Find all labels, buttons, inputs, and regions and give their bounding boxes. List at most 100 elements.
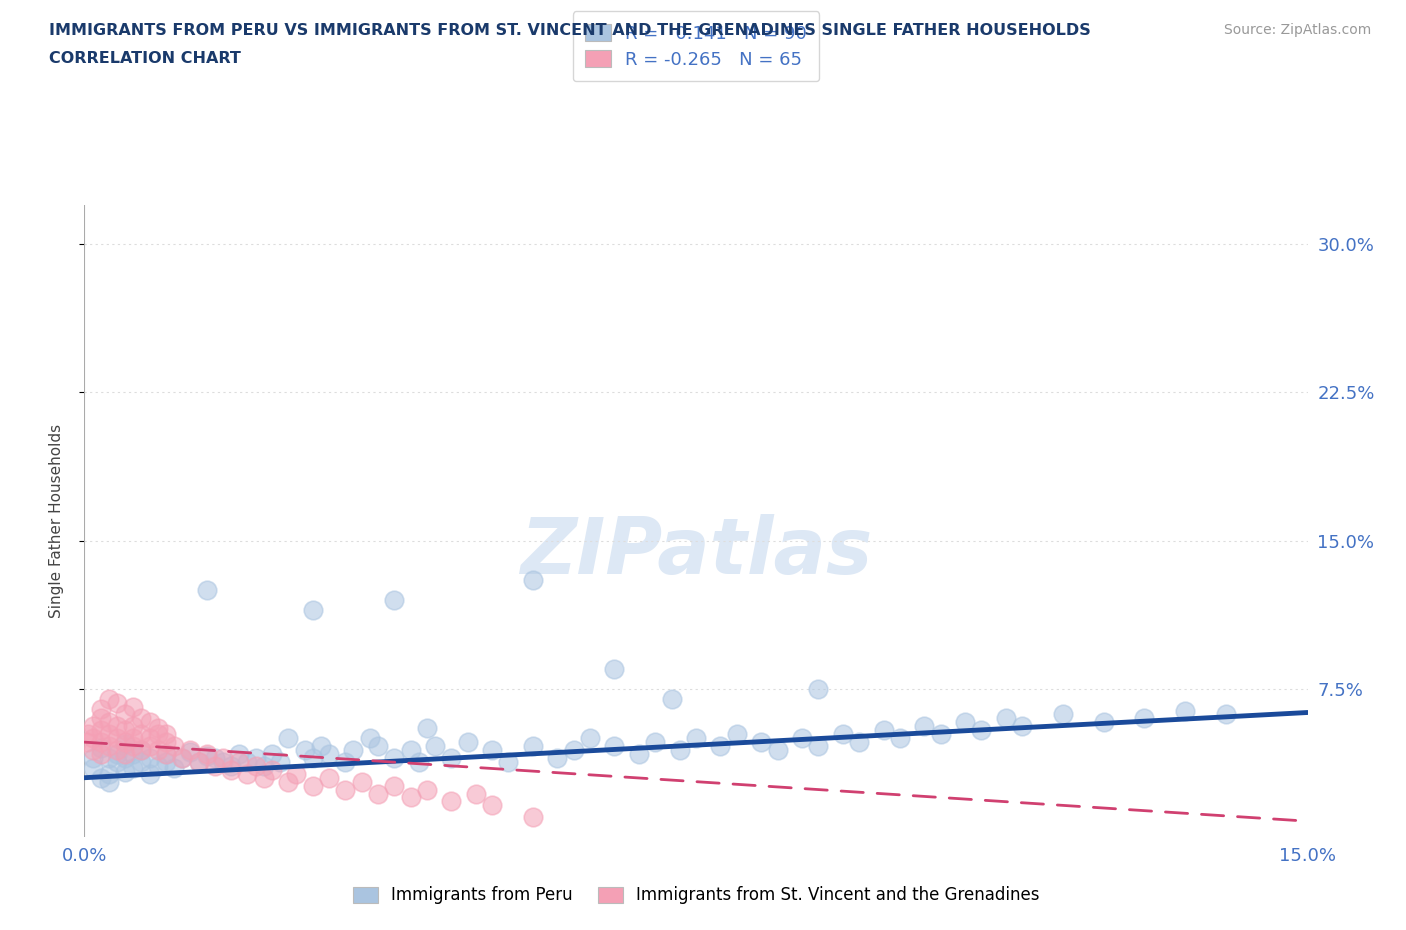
Point — [114, 707, 136, 722]
Point — [301, 603, 323, 618]
Point — [1092, 715, 1115, 730]
Point — [994, 711, 1017, 726]
Point — [77, 727, 100, 742]
Point — [408, 754, 430, 769]
Point — [114, 737, 136, 751]
Point — [195, 749, 218, 764]
Point — [90, 723, 112, 737]
Point — [82, 751, 104, 765]
Point — [848, 735, 870, 750]
Point — [627, 747, 650, 762]
Point — [179, 745, 201, 760]
Point — [97, 766, 120, 781]
Point — [423, 738, 446, 753]
Point — [457, 735, 479, 750]
Point — [138, 731, 160, 746]
Text: CORRELATION CHART: CORRELATION CHART — [49, 51, 240, 66]
Point — [318, 770, 340, 785]
Point — [382, 751, 405, 765]
Point — [131, 711, 153, 726]
Point — [1133, 711, 1156, 726]
Point — [155, 747, 177, 762]
Point — [114, 723, 136, 737]
Point — [187, 754, 209, 769]
Point — [90, 711, 112, 726]
Point — [661, 691, 683, 706]
Point — [179, 742, 201, 757]
Point — [953, 715, 976, 730]
Point — [82, 731, 104, 746]
Point — [416, 721, 439, 736]
Point — [138, 715, 160, 730]
Point — [749, 735, 772, 750]
Point — [350, 774, 373, 789]
Point — [155, 754, 177, 769]
Point — [195, 582, 218, 597]
Point — [212, 751, 235, 765]
Point — [204, 759, 226, 774]
Point — [335, 782, 357, 797]
Point — [212, 754, 235, 769]
Point — [440, 751, 463, 765]
Point — [277, 731, 299, 746]
Point — [790, 731, 813, 746]
Point — [172, 751, 194, 765]
Point — [929, 727, 952, 742]
Point — [546, 751, 568, 765]
Point — [301, 778, 323, 793]
Point — [416, 782, 439, 797]
Point — [114, 735, 136, 750]
Point — [498, 754, 520, 769]
Point — [122, 738, 145, 753]
Point — [301, 751, 323, 765]
Point — [204, 751, 226, 765]
Point — [1011, 719, 1033, 734]
Point — [76, 735, 98, 750]
Point — [122, 699, 145, 714]
Point — [105, 747, 128, 762]
Point — [219, 759, 242, 774]
Point — [82, 761, 104, 776]
Point — [359, 731, 381, 746]
Point — [97, 738, 120, 753]
Point — [277, 774, 299, 789]
Point — [399, 742, 422, 757]
Point — [294, 742, 316, 757]
Point — [382, 778, 405, 793]
Point — [725, 727, 748, 742]
Point — [105, 696, 128, 711]
Point — [114, 764, 136, 779]
Point — [114, 747, 136, 762]
Point — [90, 740, 112, 755]
Point — [131, 754, 153, 769]
Point — [603, 738, 626, 753]
Point — [122, 719, 145, 734]
Point — [138, 766, 160, 781]
Point — [668, 742, 690, 757]
Point — [146, 721, 169, 736]
Point — [82, 719, 104, 734]
Point — [97, 691, 120, 706]
Point — [253, 759, 276, 774]
Point — [138, 738, 160, 753]
Point — [912, 719, 935, 734]
Text: Source: ZipAtlas.com: Source: ZipAtlas.com — [1223, 23, 1371, 37]
Point — [131, 727, 153, 742]
Point — [889, 731, 911, 746]
Point — [163, 761, 186, 776]
Point — [872, 723, 894, 737]
Point — [97, 751, 120, 765]
Point — [970, 723, 993, 737]
Point — [1174, 703, 1197, 718]
Point — [260, 763, 283, 777]
Point — [195, 747, 218, 762]
Point — [440, 794, 463, 809]
Point — [105, 731, 128, 746]
Point — [187, 754, 209, 769]
Point — [138, 751, 160, 765]
Point — [90, 770, 112, 785]
Point — [245, 751, 267, 765]
Point — [709, 738, 731, 753]
Point — [260, 747, 283, 762]
Point — [82, 742, 104, 757]
